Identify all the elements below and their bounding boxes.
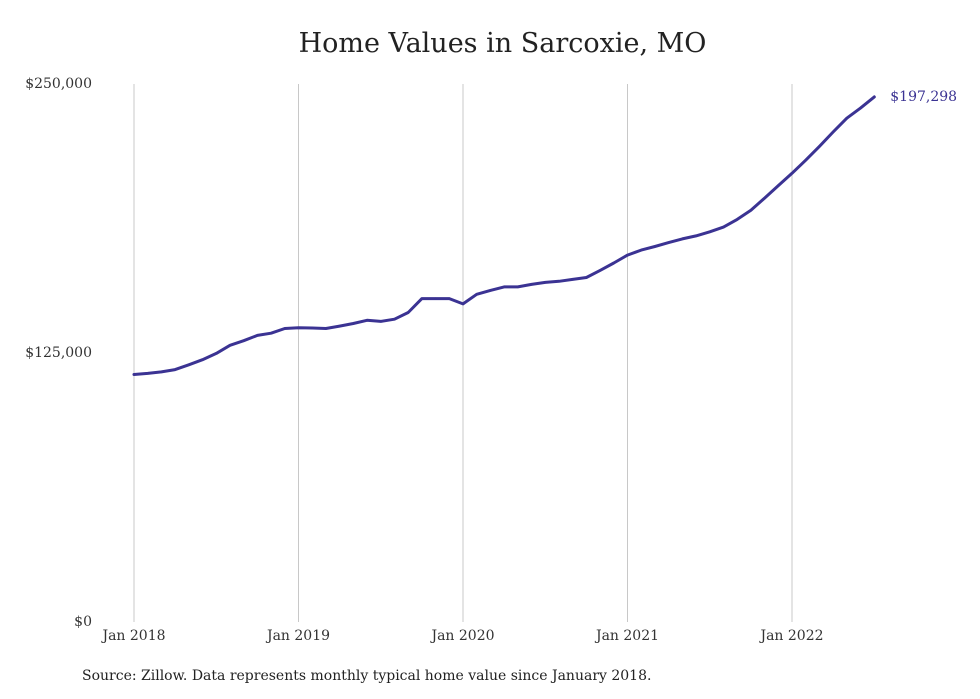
- data-point: [146, 372, 149, 375]
- data-point: [708, 230, 711, 233]
- data-point: [653, 245, 657, 248]
- data-point: [407, 311, 410, 314]
- chart-title: Home Values in Sarcoxie, MO: [298, 28, 707, 59]
- data-point: [283, 327, 286, 330]
- series-points: [132, 95, 876, 376]
- data-point: [571, 278, 574, 281]
- data-point: [502, 285, 506, 289]
- data-point: [269, 332, 273, 335]
- data-point: [352, 322, 355, 325]
- data-point: [256, 334, 259, 337]
- data-point: [365, 319, 369, 322]
- data-point: [585, 276, 588, 279]
- data-point: [187, 363, 190, 366]
- x-tick-label: Jan 2021: [594, 628, 659, 644]
- data-point: [228, 344, 232, 347]
- x-axis-tick-labels: Jan 2018 Jan 2019 Jan 2020 Jan 2021 Jan 2022: [100, 628, 823, 644]
- data-point: [790, 172, 794, 175]
- x-tick-label: Jan 2022: [758, 628, 823, 644]
- data-point: [640, 248, 643, 252]
- y-axis-tick-labels: $0 $125,000 $250,000: [25, 76, 92, 630]
- data-point: [626, 253, 629, 257]
- x-tick-label: Jan 2020: [429, 628, 494, 644]
- y-tick-label: $0: [74, 614, 92, 630]
- data-point: [873, 95, 876, 99]
- data-point: [461, 302, 465, 306]
- data-point: [667, 241, 670, 244]
- data-point: [612, 261, 615, 265]
- data-point: [311, 326, 314, 330]
- data-point: [694, 234, 698, 238]
- end-value-label: $197,298: [890, 89, 957, 105]
- data-point: [448, 297, 451, 300]
- data-point: [242, 339, 245, 342]
- data-point: [324, 327, 328, 330]
- data-point: [173, 368, 177, 371]
- data-point: [393, 318, 396, 321]
- gridlines: [133, 84, 793, 622]
- data-point: [763, 196, 766, 200]
- data-point: [516, 285, 519, 289]
- data-point: [379, 320, 382, 323]
- data-point: [434, 297, 437, 300]
- data-point: [557, 280, 561, 283]
- data-point: [215, 352, 218, 355]
- y-tick-label: $125,000: [25, 345, 92, 361]
- data-point: [845, 117, 848, 120]
- data-point: [544, 281, 547, 284]
- data-point: [749, 209, 753, 212]
- data-point: [160, 370, 163, 374]
- series-line-home-value: [132, 95, 876, 376]
- data-point: [859, 106, 862, 110]
- data-point: [598, 269, 602, 272]
- data-point: [736, 218, 739, 221]
- data-point: [681, 237, 684, 241]
- data-point: [132, 373, 136, 376]
- data-point: [777, 184, 780, 187]
- data-point: [831, 130, 835, 134]
- y-tick-label: $250,000: [25, 76, 92, 92]
- data-point: [818, 145, 821, 148]
- data-point: [297, 326, 300, 329]
- x-tick-label: Jan 2018: [100, 628, 165, 644]
- data-point: [338, 324, 341, 328]
- data-point: [489, 289, 492, 292]
- data-point: [420, 297, 424, 300]
- data-point: [530, 283, 533, 286]
- data-point: [722, 225, 725, 229]
- data-point: [804, 159, 807, 162]
- data-point: [201, 358, 204, 361]
- x-tick-label: Jan 2019: [265, 628, 330, 644]
- data-point: [475, 293, 478, 296]
- source-note: Source: Zillow. Data represents monthly …: [82, 668, 652, 684]
